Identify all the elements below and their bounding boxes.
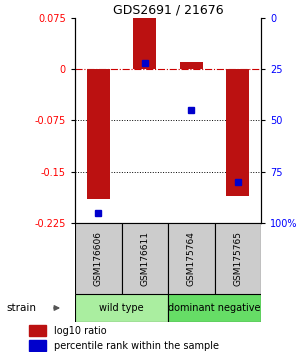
- Bar: [168, 294, 261, 322]
- Bar: [75, 223, 122, 294]
- Text: GSM175764: GSM175764: [187, 231, 196, 286]
- Bar: [180, 62, 203, 69]
- Bar: [87, 69, 110, 199]
- Text: dominant negative: dominant negative: [168, 303, 261, 313]
- Text: percentile rank within the sample: percentile rank within the sample: [54, 341, 219, 350]
- Text: GSM176606: GSM176606: [94, 231, 103, 286]
- Bar: [133, 18, 156, 69]
- Bar: [29, 340, 46, 351]
- Bar: [122, 223, 168, 294]
- Bar: [29, 325, 46, 336]
- Text: log10 ratio: log10 ratio: [54, 326, 106, 336]
- Bar: [168, 223, 214, 294]
- Text: GSM176611: GSM176611: [140, 231, 149, 286]
- Bar: [226, 69, 249, 196]
- Title: GDS2691 / 21676: GDS2691 / 21676: [113, 4, 223, 17]
- Text: strain: strain: [6, 303, 36, 313]
- Bar: [75, 294, 168, 322]
- Text: wild type: wild type: [99, 303, 144, 313]
- Text: GSM175765: GSM175765: [233, 231, 242, 286]
- Bar: [214, 223, 261, 294]
